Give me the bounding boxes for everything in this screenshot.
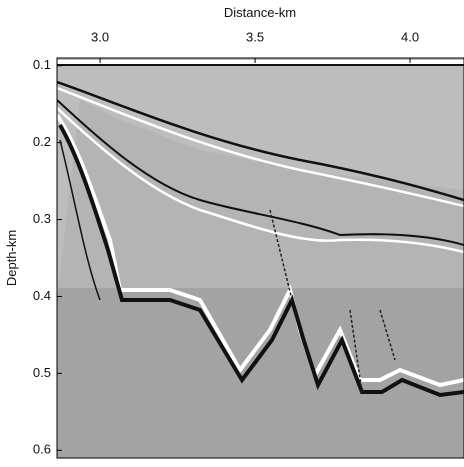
y-tick-label: 0.4 [33,288,51,303]
fault [59,139,101,301]
fault [269,209,293,301]
x-tick-label: 3.0 [91,29,109,44]
reflector [57,80,464,202]
y-tick-label: 0.5 [33,365,51,380]
basement-reflector [58,124,464,398]
reflector [57,86,464,208]
y-tick-label: 0.3 [33,211,51,226]
reflector [57,107,464,254]
y-tick-label: 0.6 [33,442,51,457]
plot-frame [56,57,464,459]
fault [379,309,396,361]
reflector [57,99,464,246]
x-tick-label: 3.5 [246,29,264,44]
x-tick-label: 4.0 [401,29,419,44]
y-tick-label: 0.2 [33,134,51,149]
seismic-image [57,58,464,398]
x-axis-label: Distance-km [224,5,296,20]
y-axis-label: Depth-km [4,230,19,286]
y-tick-label: 0.1 [33,57,51,72]
fault [349,309,363,393]
